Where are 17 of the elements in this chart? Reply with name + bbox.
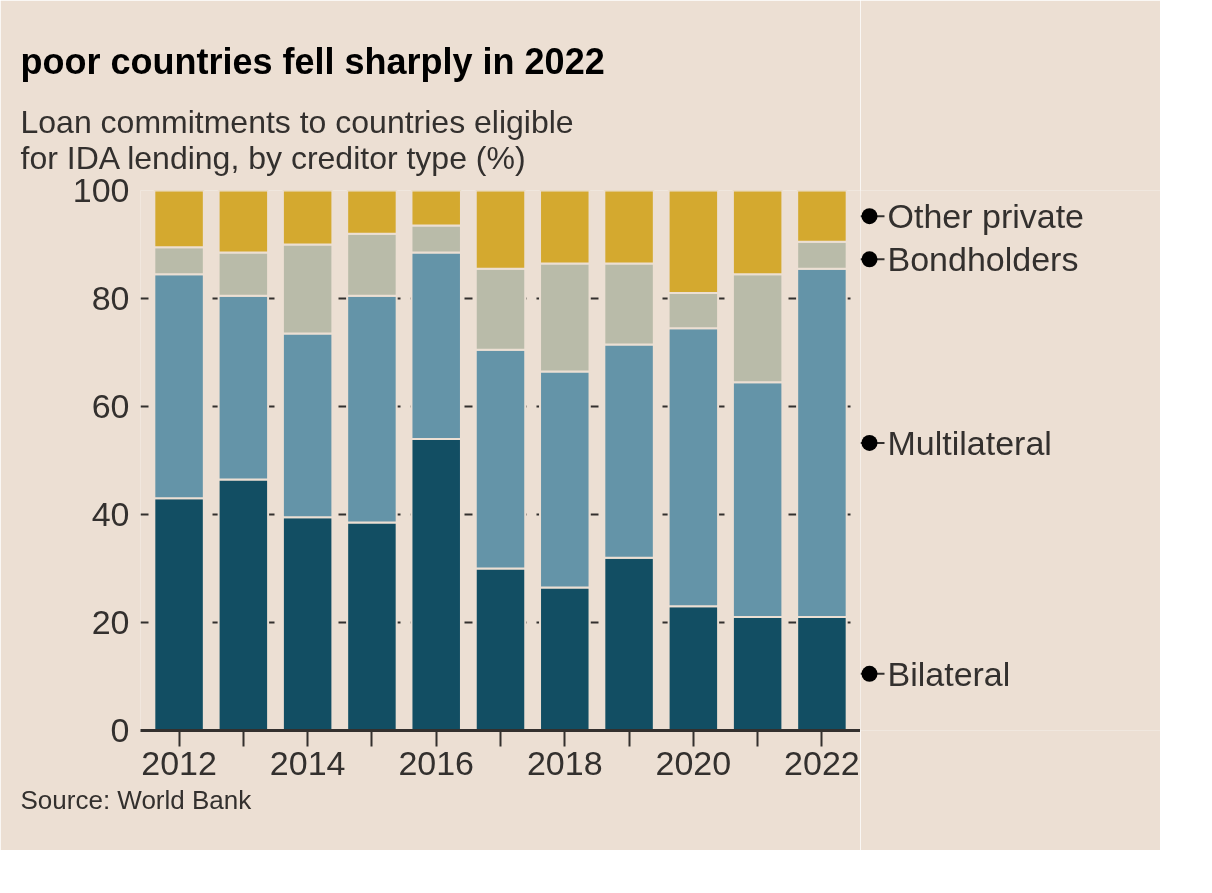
x-tick-label: 2014 bbox=[269, 743, 346, 782]
source-note: Source: World Bank bbox=[20, 784, 253, 815]
y-tick-label: 60 bbox=[91, 387, 130, 425]
series-label: Bondholders bbox=[887, 240, 1079, 279]
y-tick-label: 20 bbox=[91, 603, 130, 641]
x-tick-label: 2022 bbox=[784, 743, 860, 782]
y-tick-label: 80 bbox=[91, 279, 130, 317]
series-label: Bilateral bbox=[887, 654, 1011, 693]
y-tick-label: 40 bbox=[91, 495, 130, 533]
x-tick-label: 2016 bbox=[398, 743, 475, 782]
x-tick-label: 2020 bbox=[655, 743, 732, 782]
series-label: Other private bbox=[887, 197, 1085, 236]
x-tick-label: 2018 bbox=[526, 743, 603, 782]
y-tick-label: 0 bbox=[110, 711, 130, 749]
chart-title: poor countries fell sharply in 2022 bbox=[20, 40, 605, 82]
x-tick-label: 2012 bbox=[141, 743, 217, 782]
series-label: Multilateral bbox=[887, 423, 1052, 462]
